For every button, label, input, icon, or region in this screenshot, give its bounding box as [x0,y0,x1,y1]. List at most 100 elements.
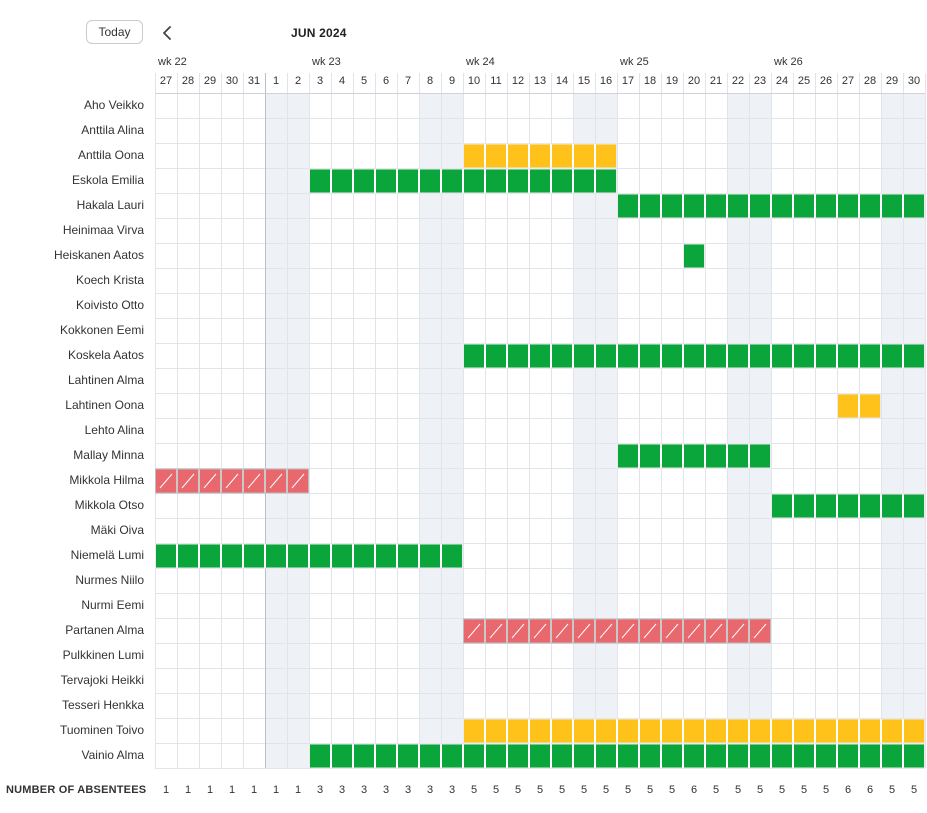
absence-cell[interactable] [551,718,573,744]
absence-cell[interactable] [639,743,661,769]
absence-cell[interactable] [683,718,705,744]
absence-cell[interactable] [749,718,771,744]
absence-cell[interactable] [529,718,551,744]
absence-cell[interactable] [749,443,771,469]
absence-cell[interactable] [331,543,353,569]
absence-block[interactable] [463,143,617,169]
absence-cell[interactable] [353,543,375,569]
absence-cell[interactable] [309,168,331,194]
absence-cell[interactable] [529,343,551,369]
absence-cell[interactable] [727,443,749,469]
absence-cell[interactable] [595,143,617,169]
absence-cell[interactable] [793,743,815,769]
absence-cell[interactable] [485,143,507,169]
absence-cell[interactable] [177,543,199,569]
absence-cell[interactable] [529,168,551,194]
absence-cell[interactable] [551,143,573,169]
absence-cell[interactable] [441,743,463,769]
absence-cell[interactable] [859,743,881,769]
absence-cell[interactable] [375,743,397,769]
absence-block[interactable] [617,193,925,219]
absence-cell[interactable] [837,343,859,369]
absence-cell[interactable] [397,743,419,769]
absence-cell[interactable] [353,168,375,194]
absence-cell[interactable] [903,193,925,219]
absence-cell[interactable] [397,543,419,569]
absence-cell[interactable] [683,443,705,469]
absence-cell[interactable] [793,493,815,519]
absence-cell[interactable] [881,493,903,519]
absence-cell[interactable] [221,543,243,569]
absence-cell[interactable] [749,743,771,769]
absence-cell[interactable] [859,493,881,519]
absence-cell[interactable] [661,743,683,769]
absence-cell[interactable] [595,343,617,369]
absence-cell[interactable] [617,343,639,369]
absence-block[interactable] [837,393,881,419]
absence-cell[interactable] [243,543,265,569]
absence-cell[interactable] [595,718,617,744]
absence-cell[interactable] [749,343,771,369]
absence-cell[interactable] [507,718,529,744]
absence-cell[interactable] [837,493,859,519]
absence-cell[interactable] [837,718,859,744]
absence-cell[interactable] [375,543,397,569]
absence-cell[interactable] [881,718,903,744]
absence-cell[interactable] [661,193,683,219]
absence-cell[interactable] [771,493,793,519]
absence-cell[interactable] [485,743,507,769]
absence-cell[interactable] [419,743,441,769]
absence-cell[interactable] [793,718,815,744]
absence-cell[interactable] [573,743,595,769]
absence-cell[interactable] [815,493,837,519]
today-button[interactable]: Today [86,20,143,44]
absence-cell[interactable] [485,718,507,744]
absence-cell[interactable] [441,543,463,569]
absence-cell[interactable] [661,343,683,369]
absence-cell[interactable] [683,343,705,369]
absence-cell[interactable] [463,143,485,169]
absence-block[interactable] [617,443,771,469]
absence-cell[interactable] [727,718,749,744]
absence-cell[interactable] [507,343,529,369]
absence-cell[interactable] [463,343,485,369]
absence-block[interactable] [155,468,309,494]
absence-cell[interactable] [397,168,419,194]
absence-block[interactable] [309,168,617,194]
absence-cell[interactable] [573,168,595,194]
absence-cell[interactable] [661,718,683,744]
absence-cell[interactable] [551,343,573,369]
absence-cell[interactable] [309,743,331,769]
absence-cell[interactable] [837,743,859,769]
absence-cell[interactable] [683,243,705,269]
absence-cell[interactable] [529,143,551,169]
absence-cell[interactable] [749,193,771,219]
absence-cell[interactable] [463,718,485,744]
absence-cell[interactable] [331,743,353,769]
absence-cell[interactable] [815,718,837,744]
absence-cell[interactable] [419,168,441,194]
absence-cell[interactable] [683,193,705,219]
absence-cell[interactable] [595,743,617,769]
absence-cell[interactable] [573,143,595,169]
absence-cell[interactable] [463,168,485,194]
absence-cell[interactable] [595,168,617,194]
absence-block[interactable] [155,543,463,569]
absence-cell[interactable] [793,193,815,219]
absence-cell[interactable] [771,718,793,744]
absence-cell[interactable] [881,743,903,769]
absence-cell[interactable] [199,543,221,569]
absence-cell[interactable] [705,718,727,744]
absence-cell[interactable] [771,743,793,769]
absence-cell[interactable] [727,743,749,769]
absence-cell[interactable] [419,543,441,569]
absence-cell[interactable] [573,343,595,369]
absence-cell[interactable] [793,343,815,369]
absence-cell[interactable] [309,543,331,569]
absence-cell[interactable] [639,443,661,469]
absence-cell[interactable] [903,718,925,744]
absence-cell[interactable] [617,443,639,469]
absence-cell[interactable] [441,168,463,194]
absence-cell[interactable] [859,718,881,744]
absence-cell[interactable] [859,343,881,369]
